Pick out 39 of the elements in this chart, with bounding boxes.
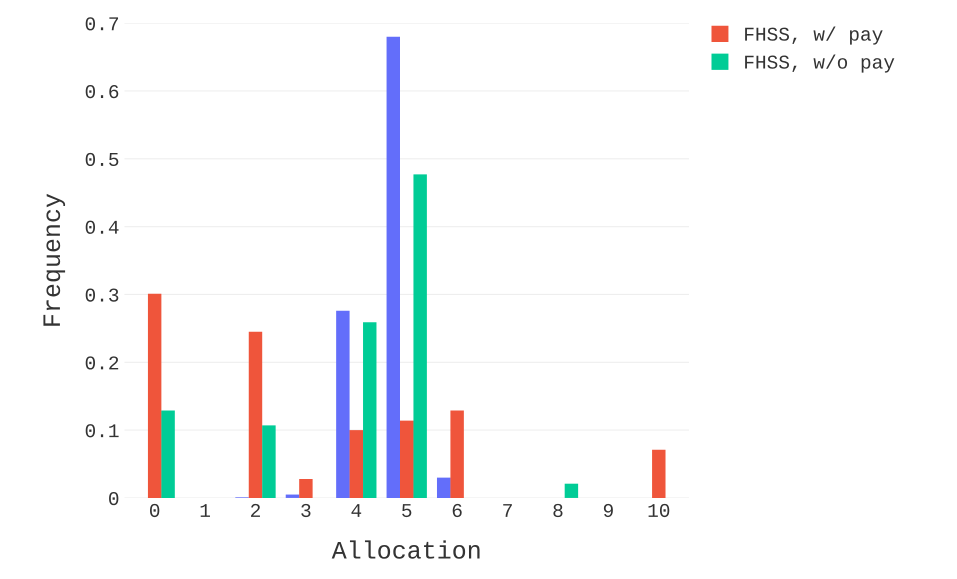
bar — [148, 294, 162, 498]
x-tick-label: 0 — [150, 504, 160, 518]
bar — [336, 310, 350, 498]
bar — [564, 484, 578, 498]
bar — [299, 478, 313, 498]
y-tick-label: 0.3 — [86, 288, 118, 302]
x-tick-label: 1 — [200, 504, 210, 517]
bar — [363, 322, 376, 498]
legend-label: FHSS, w/ pay — [745, 26, 883, 45]
bar — [161, 410, 175, 498]
x-tick-label: 9 — [604, 504, 613, 518]
x-tick-label: 3 — [301, 504, 310, 518]
x-tick-label: 5 — [402, 504, 412, 518]
y-tick-label: 0.4 — [86, 220, 119, 234]
legend-label: FHSS, w/o pay — [745, 54, 894, 73]
bar — [350, 430, 364, 498]
y-tick-label: 0.6 — [86, 85, 118, 98]
bar — [413, 174, 427, 498]
y-tick-label: 0.1 — [86, 424, 119, 438]
x-axis-title: Allocation — [332, 540, 480, 559]
x-tick-label: 10 — [648, 504, 670, 518]
x-tick-label: 6 — [452, 504, 462, 518]
bar — [386, 36, 400, 498]
bar — [400, 420, 414, 498]
bar — [436, 478, 450, 498]
y-tick-label: 0.2 — [86, 356, 118, 370]
bar — [450, 410, 464, 498]
x-tick-label: 7 — [503, 504, 512, 517]
x-tick-label: 2 — [251, 504, 260, 517]
bar — [286, 494, 300, 498]
bar — [262, 425, 276, 498]
y-tick-label: 0.7 — [86, 17, 118, 30]
x-tick-label: 8 — [553, 504, 563, 518]
y-tick-label: 0 — [109, 492, 118, 506]
y-tick-label: 0.5 — [86, 152, 118, 166]
bar — [248, 332, 262, 498]
y-axis-title: Frequency — [43, 194, 66, 326]
bar — [652, 450, 666, 498]
x-tick-label: 4 — [351, 504, 362, 517]
